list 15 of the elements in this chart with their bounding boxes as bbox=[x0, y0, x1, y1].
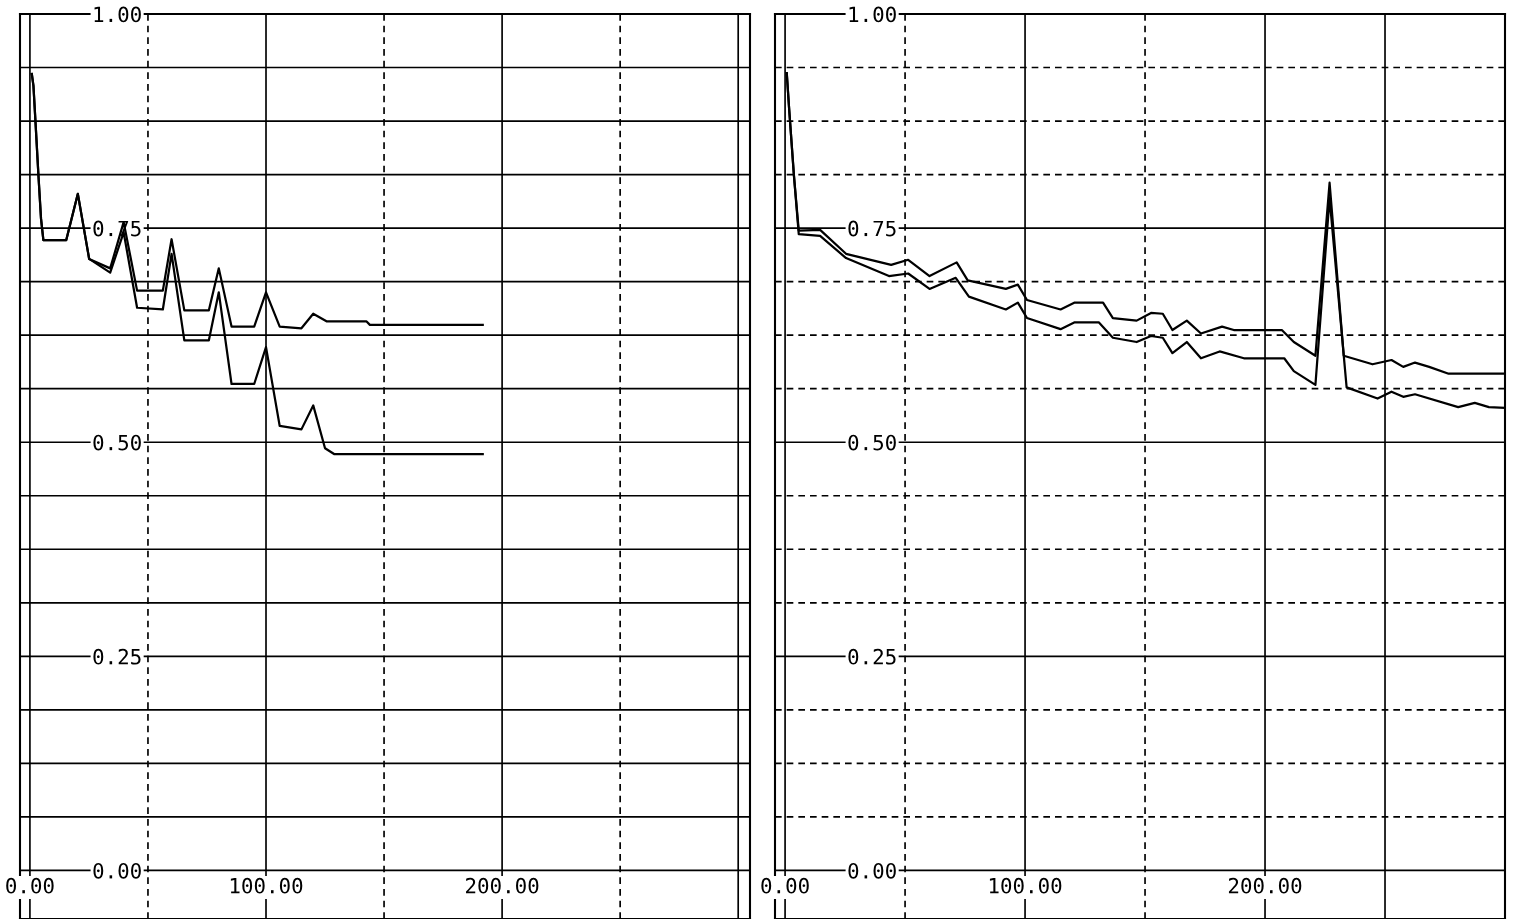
y-tick-label: 0.00 bbox=[93, 862, 141, 879]
y-tick-label: 0.00 bbox=[848, 862, 896, 879]
y-tick-label: 0.50 bbox=[848, 434, 896, 451]
x-tick-label: 100.00 bbox=[989, 877, 1062, 894]
y-tick-label: 0.50 bbox=[93, 434, 141, 451]
y-tick-label: 0.75 bbox=[848, 220, 896, 237]
y-tick-label: 1.00 bbox=[94, 6, 141, 23]
x-tick-label: 0.00 bbox=[6, 877, 54, 894]
x-tick-label: 0.00 bbox=[761, 877, 809, 894]
y-tick-label: 0.25 bbox=[848, 648, 896, 665]
y-tick-label: 1.00 bbox=[849, 6, 896, 23]
x-tick-label: 200.00 bbox=[1228, 877, 1302, 894]
x-tick-label: 200.00 bbox=[466, 877, 539, 894]
x-tick-label: 100.00 bbox=[230, 877, 303, 894]
y-tick-label: 0.25 bbox=[93, 648, 141, 665]
